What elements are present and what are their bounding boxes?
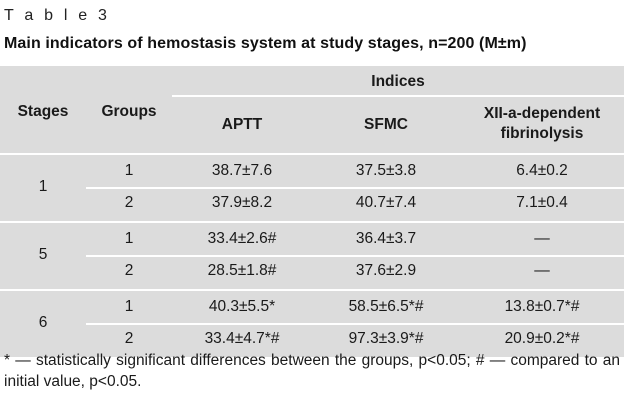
table-footnote: * — statistically significant difference… (4, 352, 620, 390)
sfmc-value: 58.5±6.5*# (348, 298, 424, 315)
group-label: 1 (124, 230, 134, 247)
header-divider (172, 95, 624, 97)
stage-label: 1 (38, 178, 48, 195)
table-header (0, 66, 624, 153)
table-title: Main indicators of hemostasis system at … (4, 35, 527, 52)
header-aptt: APTT (221, 116, 263, 133)
group-label: 1 (124, 162, 134, 179)
group-label: 2 (124, 262, 134, 279)
xii-value: 7.1±0.4 (516, 194, 568, 211)
group-label: 1 (124, 298, 134, 315)
sfmc-value: 37.5±3.8 (355, 162, 417, 179)
xii-value: 20.9±0.2*# (504, 330, 580, 347)
group-label: 2 (124, 330, 134, 347)
sfmc-value: 36.4±3.7 (355, 230, 417, 247)
sfmc-value: 40.7±7.4 (355, 194, 417, 211)
row-divider (86, 323, 624, 325)
xii-value: — (534, 230, 550, 247)
header-xii-line1: XII-a-dependent (483, 105, 601, 122)
header-indices: Indices (371, 73, 425, 90)
sfmc-value: 97.3±3.9*# (348, 330, 424, 347)
aptt-value: 28.5±1.8# (207, 262, 277, 279)
aptt-value: 33.4±2.6# (207, 230, 277, 247)
header-stages: Stages (17, 103, 69, 120)
aptt-value: 37.9±8.2 (211, 194, 273, 211)
table-caption: T a b l e 3 (4, 7, 111, 24)
group-label: 2 (124, 194, 134, 211)
sfmc-value: 37.6±2.9 (355, 262, 417, 279)
xii-value: 6.4±0.2 (516, 162, 568, 179)
row-divider (86, 255, 624, 257)
aptt-value: 40.3±5.5* (208, 298, 276, 315)
row-divider (86, 187, 624, 189)
stage-label: 6 (38, 314, 48, 331)
header-sfmc: SFMC (364, 116, 408, 133)
xii-value: 13.8±0.7*# (504, 298, 580, 315)
header-groups: Groups (101, 103, 157, 120)
header-xii-line2: fibrinolysis (500, 125, 584, 142)
stage-label: 5 (38, 246, 48, 263)
aptt-value: 33.4±4.7*# (204, 330, 280, 347)
xii-value: — (534, 262, 550, 279)
aptt-value: 38.7±7.6 (211, 162, 273, 179)
